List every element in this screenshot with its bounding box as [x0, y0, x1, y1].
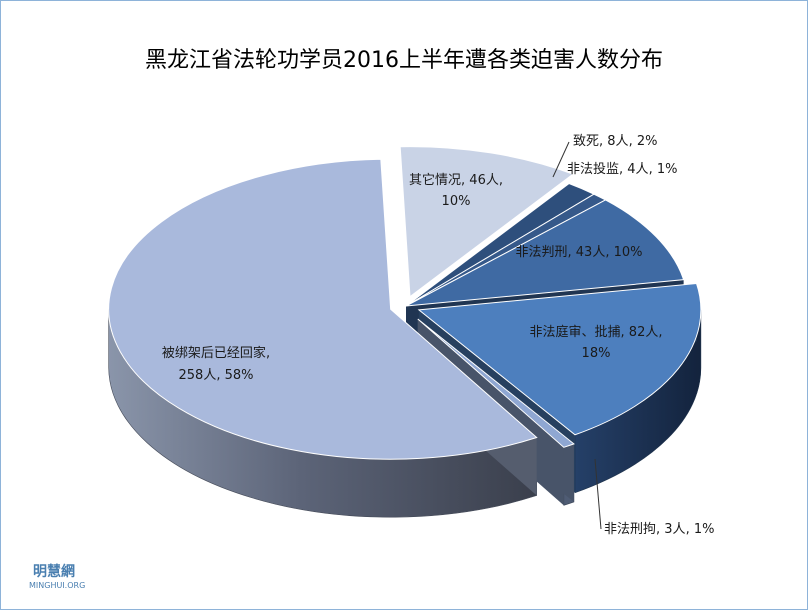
- slice-label-other: 其它情况, 46人,: [409, 172, 503, 188]
- slice-label-returned: 被绑架后已经回家,: [162, 345, 270, 361]
- slice-other: [399, 146, 574, 298]
- slice-percent-trial-arrest: 18%: [582, 346, 611, 361]
- slice-label-sentenced: 非法判刑, 43人, 10%: [516, 245, 643, 260]
- slice-sentenced: [405, 199, 685, 307]
- slice-returned: [108, 158, 538, 460]
- pie-layer: [108, 146, 702, 518]
- watermark-logo: 明慧網: [33, 563, 75, 580]
- slice-label-death: 致死, 8人, 2%: [573, 134, 657, 149]
- watermark-site: MINGHUI.ORG: [29, 581, 85, 590]
- minghui-watermark: 明慧網 MINGHUI.ORG: [29, 563, 85, 590]
- chart-title: 黑龙江省法轮功学员2016上半年遭各类迫害人数分布: [145, 48, 663, 73]
- slice-percent-other: 10%: [442, 194, 471, 209]
- slice-label-detained: 非法刑拘, 3人, 1%: [604, 522, 714, 537]
- leader-line-detained: [594, 458, 602, 530]
- slice-count-returned: 258人, 58%: [179, 368, 254, 383]
- slice-label-trial-arrest: 非法庭审、批捕, 82人,: [530, 324, 663, 340]
- slice-label-imprisoned: 非法投监, 4人, 1%: [567, 161, 677, 177]
- slice-trial-arrest: [417, 282, 702, 436]
- leader-line-death: [552, 141, 570, 178]
- slice-detained: [417, 318, 575, 448]
